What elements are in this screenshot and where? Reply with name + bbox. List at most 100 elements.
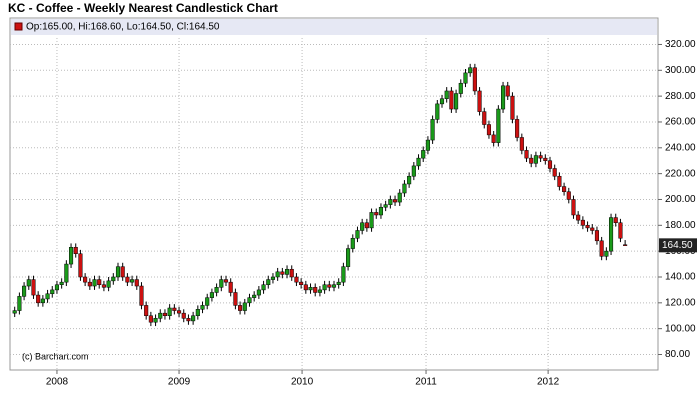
candle-body (500, 85, 506, 110)
candle-body (491, 134, 496, 143)
candle-body (468, 67, 473, 74)
candle-body (238, 305, 243, 311)
candle-body (463, 72, 468, 84)
credit: (c) Barchart.com (22, 351, 89, 361)
candle-body (294, 276, 299, 283)
candle-body (425, 139, 430, 151)
candle-body (407, 175, 412, 185)
y-tick-label: 240.00 (665, 142, 696, 153)
candle-body (430, 119, 435, 141)
candle-body (247, 297, 252, 304)
candle-body (186, 318, 191, 322)
candle-body (486, 124, 492, 136)
candle-body (322, 284, 327, 291)
candle-body (78, 253, 83, 278)
x-tick-label: 2011 (415, 377, 437, 388)
candle-body (101, 284, 106, 288)
candle-body (346, 248, 351, 267)
y-tick-label: 80.00 (665, 349, 690, 360)
candle-body (454, 93, 459, 110)
candle-body (397, 192, 402, 203)
candle-body (599, 240, 604, 257)
y-tick-label: 200.00 (665, 194, 696, 205)
candle-body (228, 281, 233, 293)
candle-body (449, 90, 454, 110)
candle-body (313, 287, 318, 293)
candle-body (130, 279, 135, 283)
candle-body (200, 305, 205, 310)
candle-body (284, 268, 290, 275)
candle-body (172, 307, 177, 311)
candle-body (364, 222, 369, 229)
candle-body (275, 271, 280, 278)
candle-body (369, 212, 374, 229)
candle-body (308, 287, 313, 291)
candle-body (435, 103, 440, 120)
candle-body (270, 276, 276, 280)
candle-body (12, 310, 17, 314)
candle-body (214, 287, 219, 293)
candle-body (68, 247, 74, 265)
candle-body (350, 237, 355, 249)
candle-body (223, 279, 229, 283)
candle-body (566, 191, 571, 200)
candle-body (331, 284, 337, 288)
candle-body (115, 266, 121, 278)
x-tick-label: 2012 (537, 377, 560, 388)
candle-body (547, 160, 553, 169)
candle-body (594, 230, 600, 242)
candle-body (73, 247, 78, 254)
x-tick-label: 2009 (168, 377, 191, 388)
candle-body (22, 285, 27, 297)
candle-body (261, 284, 266, 291)
last-price-box (659, 238, 697, 253)
legend-strip (11, 19, 657, 35)
candle-body (538, 155, 543, 159)
candle-body (533, 155, 538, 164)
candle-body (439, 98, 445, 105)
candle-body (148, 315, 153, 323)
candle-body (36, 294, 41, 304)
candle-body (590, 227, 595, 231)
candle-body (191, 315, 196, 322)
plot-frame (9, 17, 659, 371)
candle-body (496, 108, 501, 143)
candle-body (608, 217, 614, 252)
x-tick-label: 2008 (46, 377, 69, 388)
candle-body (585, 225, 590, 229)
candle-body (64, 263, 69, 283)
y-tick-label: 280.00 (665, 91, 696, 102)
candle-body (458, 82, 463, 94)
candle-body (54, 284, 60, 291)
candle-body (50, 289, 55, 295)
candle-body (388, 199, 393, 205)
candle-body (252, 294, 257, 298)
candle-body (327, 284, 332, 288)
candle-body (374, 212, 379, 216)
candle-body (181, 312, 186, 319)
candle-body (289, 268, 294, 278)
candle-body (205, 297, 210, 306)
legend-text: Op:165.00, Hi:168.60, Lo:164.50, Cl:164.… (26, 22, 220, 33)
candle-body (613, 217, 618, 223)
candle-body (83, 276, 88, 283)
candle-body (120, 266, 125, 278)
candle-body (209, 292, 214, 298)
candle-body (153, 318, 158, 323)
candle-body (97, 279, 102, 285)
candle-body (144, 305, 149, 316)
candle-body (134, 279, 139, 287)
candle-body (176, 310, 182, 314)
chart-title: KC - Coffee - Weekly Nearest Candlestick… (8, 1, 278, 15)
candle-body (618, 222, 623, 239)
x-tick-label: 2010 (291, 377, 314, 388)
candle-body (266, 279, 271, 285)
candle-body (392, 199, 398, 203)
candle-body (557, 175, 562, 187)
candle-body (580, 219, 585, 226)
y-tick-label: 320.00 (665, 39, 696, 50)
candle-body (482, 111, 487, 125)
candle-body (87, 281, 92, 287)
candle-body (360, 222, 365, 231)
